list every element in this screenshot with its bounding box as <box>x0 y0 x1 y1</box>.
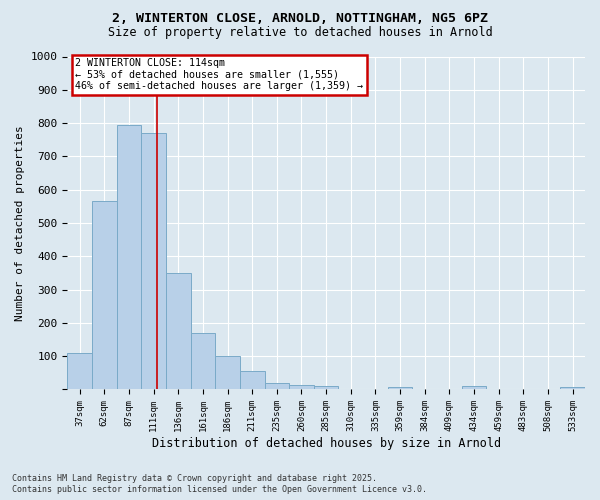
Bar <box>116 125 141 390</box>
Text: 2 WINTERTON CLOSE: 114sqm
← 53% of detached houses are smaller (1,555)
46% of se: 2 WINTERTON CLOSE: 114sqm ← 53% of detac… <box>75 58 363 92</box>
Bar <box>462 386 487 390</box>
Bar <box>265 384 289 390</box>
Text: Contains HM Land Registry data © Crown copyright and database right 2025.
Contai: Contains HM Land Registry data © Crown c… <box>12 474 427 494</box>
Bar <box>240 371 265 390</box>
Y-axis label: Number of detached properties: Number of detached properties <box>15 125 25 321</box>
Bar <box>314 386 338 390</box>
Bar <box>92 202 116 390</box>
Text: Size of property relative to detached houses in Arnold: Size of property relative to detached ho… <box>107 26 493 39</box>
Bar <box>388 387 412 390</box>
X-axis label: Distribution of detached houses by size in Arnold: Distribution of detached houses by size … <box>152 437 501 450</box>
Bar <box>141 133 166 390</box>
Bar <box>191 333 215 390</box>
Bar <box>67 353 92 390</box>
Bar <box>215 356 240 390</box>
Bar <box>289 386 314 390</box>
Text: 2, WINTERTON CLOSE, ARNOLD, NOTTINGHAM, NG5 6PZ: 2, WINTERTON CLOSE, ARNOLD, NOTTINGHAM, … <box>112 12 488 26</box>
Bar <box>166 273 191 390</box>
Bar <box>560 387 585 390</box>
